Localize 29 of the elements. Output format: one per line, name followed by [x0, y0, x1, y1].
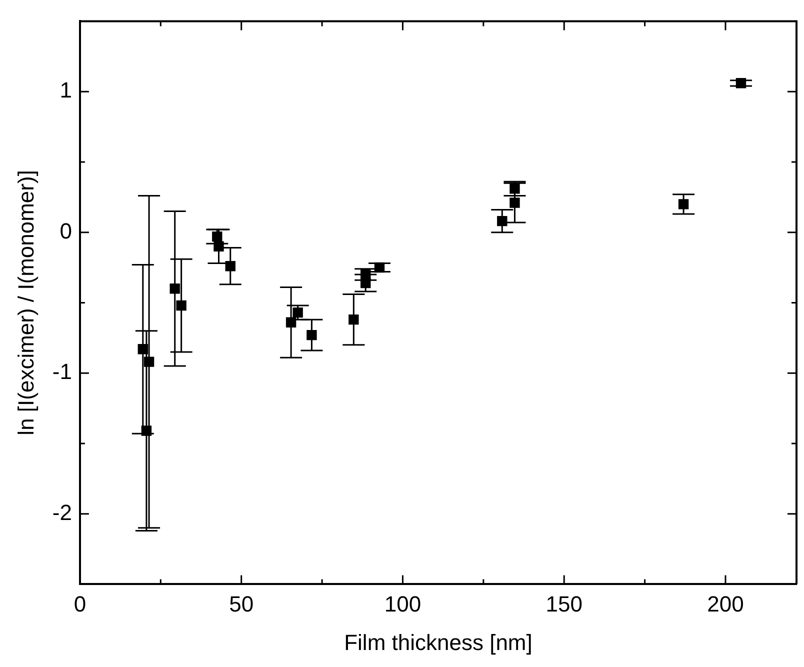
point: [286, 317, 296, 328]
point: [510, 184, 520, 194]
point: [292, 307, 303, 318]
x-tick-label: 100: [384, 591, 422, 616]
x-axis-title: Film thickness [nm]: [344, 630, 532, 655]
point: [360, 278, 371, 288]
point: [170, 284, 180, 294]
point: [225, 261, 236, 272]
y-tick-label: -2: [52, 500, 72, 525]
point: [212, 231, 222, 242]
x-tick-label: 50: [229, 591, 254, 616]
point: [144, 356, 154, 367]
point: [141, 426, 152, 436]
y-tick-label: -1: [52, 359, 72, 384]
point: [678, 199, 689, 210]
point: [138, 344, 148, 354]
point: [306, 330, 317, 340]
y-tick-label: 0: [60, 218, 72, 244]
y-axis-title: ln [I(excimer) / I(monomer)]: [13, 170, 38, 436]
point: [510, 198, 520, 208]
point: [374, 262, 385, 273]
x-tick-label: 200: [707, 591, 744, 616]
y-tick-label: 1: [60, 78, 72, 103]
point: [348, 314, 359, 325]
point: [214, 241, 224, 252]
point: [736, 78, 746, 88]
point: [497, 216, 508, 226]
point: [176, 300, 186, 311]
x-tick-label: 150: [546, 591, 582, 616]
